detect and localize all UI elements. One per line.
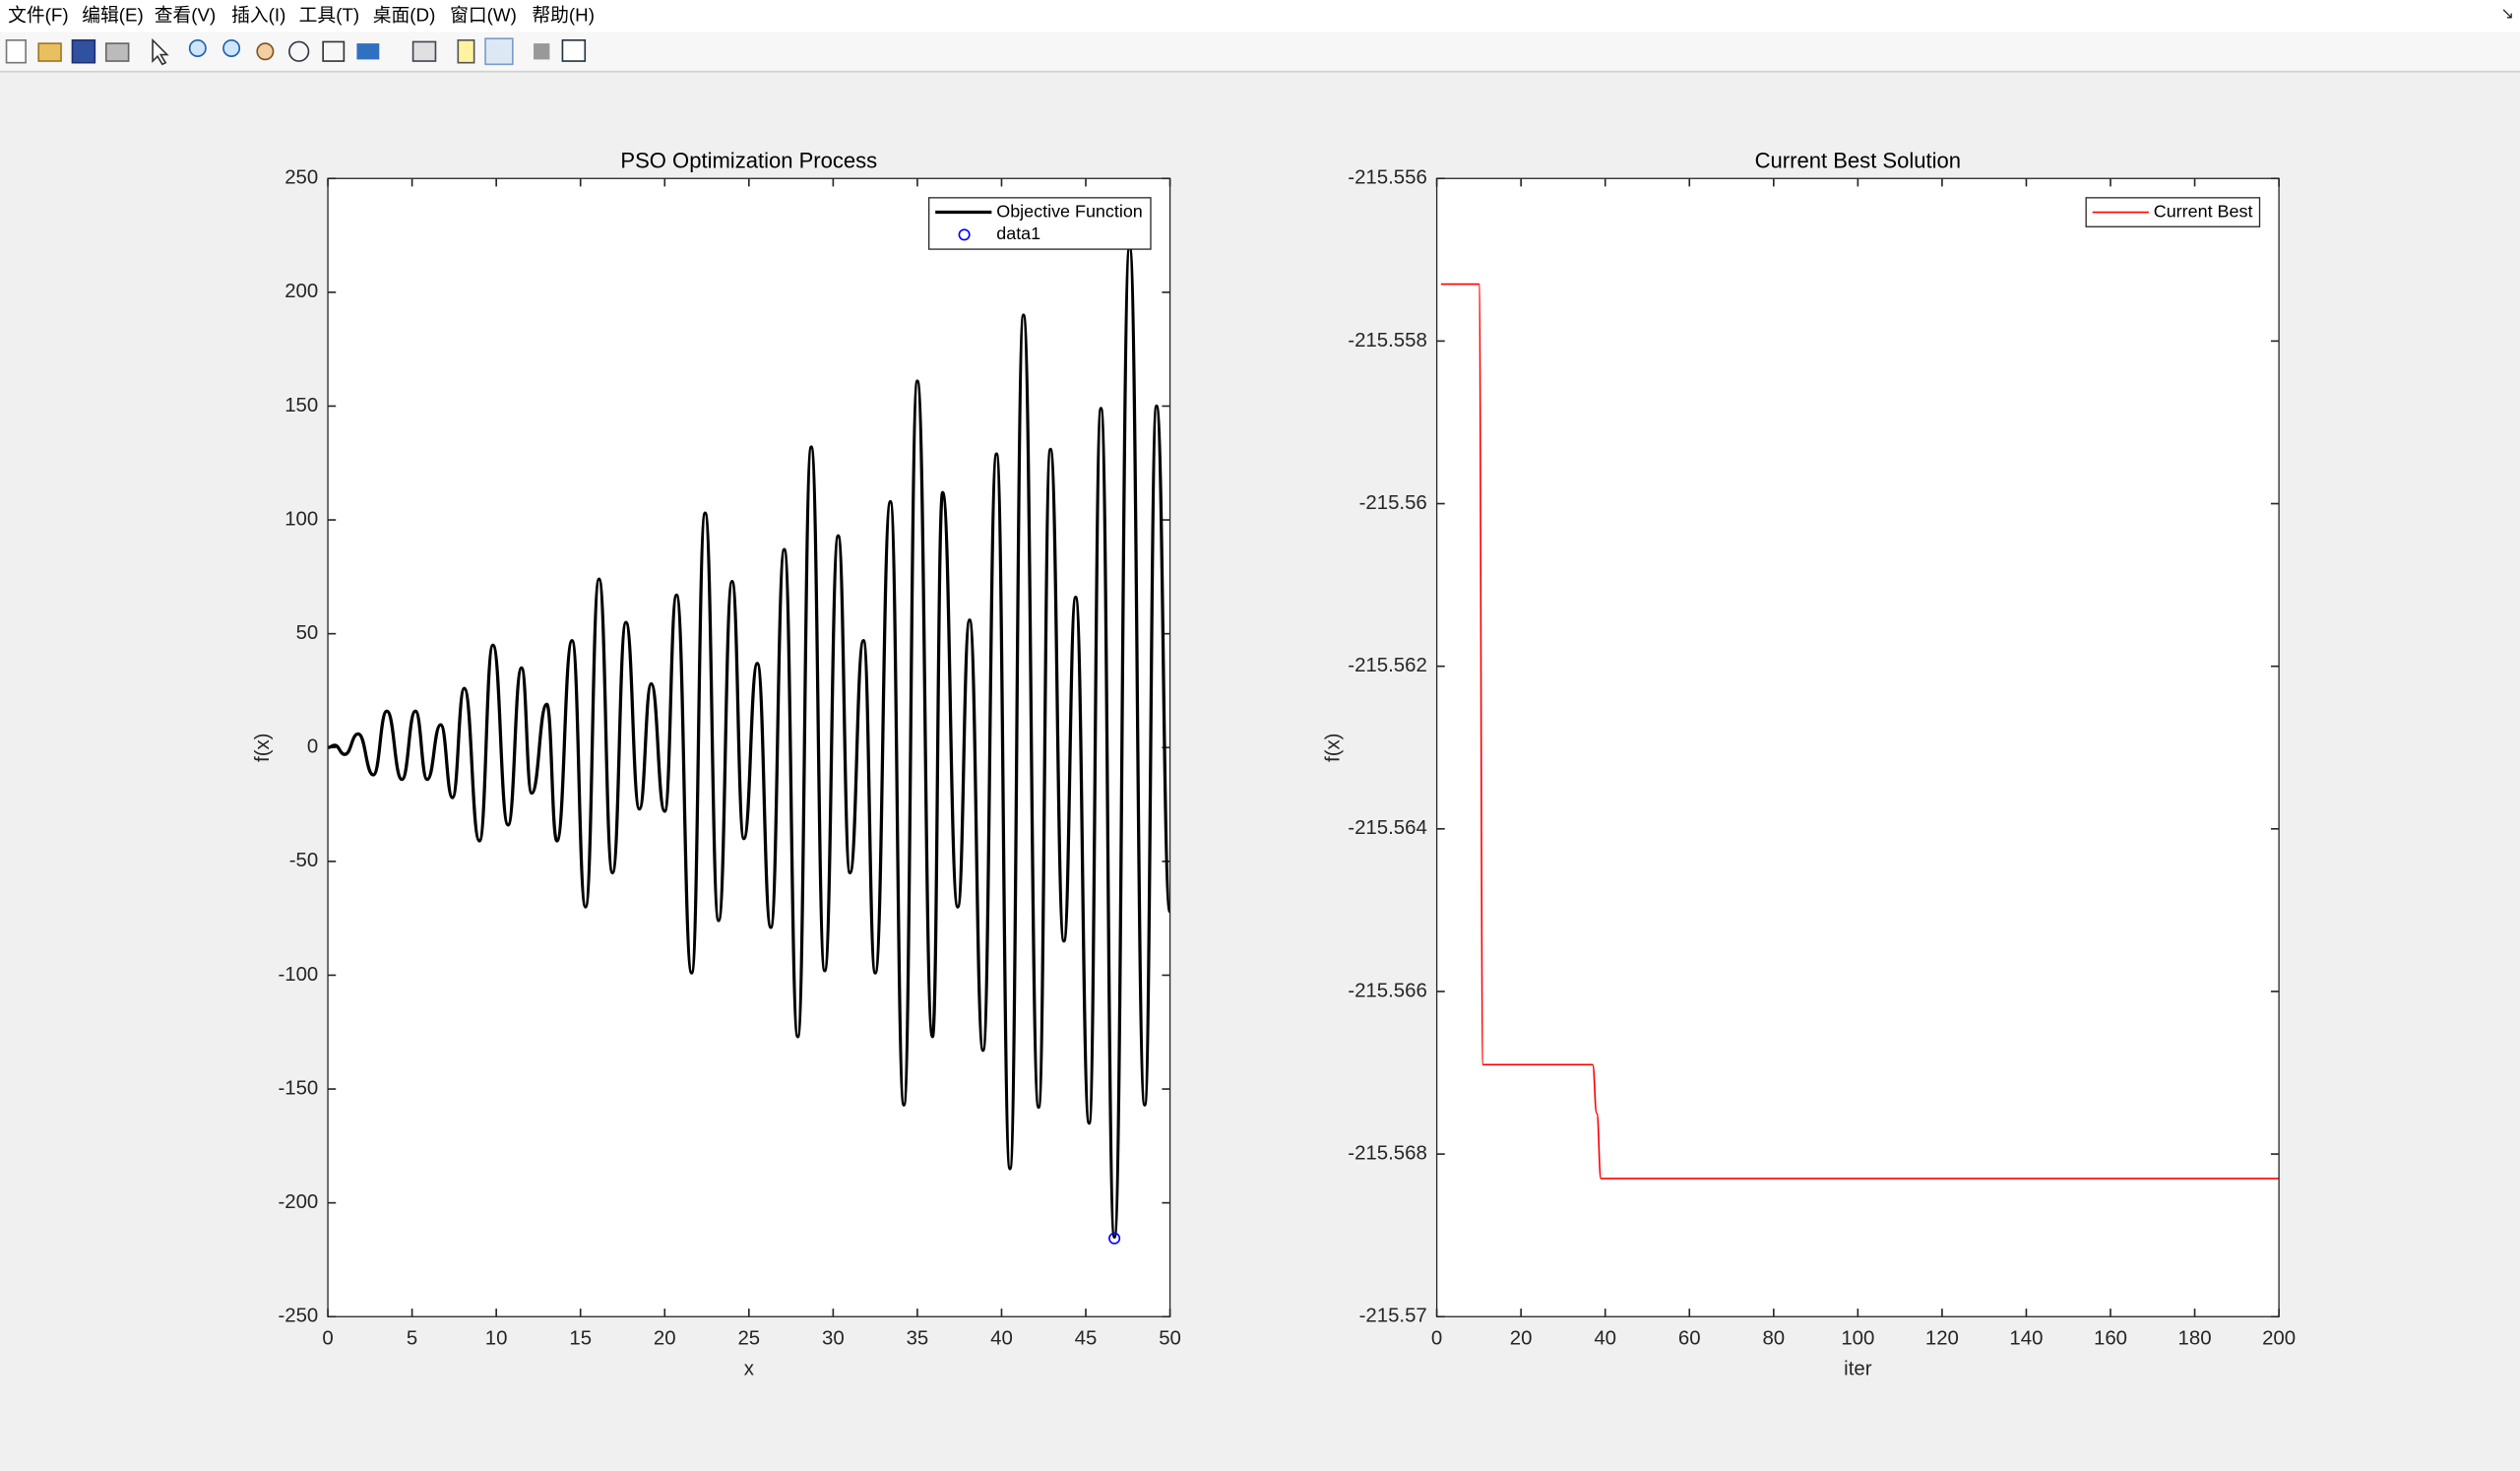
- menu-bar: [0, 0, 2520, 32]
- chart-title: PSO Optimization Process: [620, 149, 877, 173]
- y-tick-label: -215.562: [1348, 655, 1426, 676]
- menu-item[interactable]: 窗口(W): [450, 4, 517, 25]
- icon-print[interactable]: [104, 42, 130, 62]
- x-tick-label: 10: [485, 1328, 508, 1350]
- y-tick-label: 200: [284, 281, 318, 302]
- undock-arrow[interactable]: ↘: [2500, 5, 2514, 23]
- icon-legend[interactable]: [484, 37, 514, 66]
- chart-title: Current Best Solution: [1755, 149, 1961, 173]
- x-tick-label: 20: [654, 1328, 676, 1350]
- scatter-point: [1108, 1232, 1121, 1245]
- series-line: [1440, 283, 2280, 1180]
- x-tick-label: 25: [737, 1328, 760, 1350]
- y-tick-label: 100: [284, 508, 318, 530]
- plot-area: [1436, 178, 2280, 1317]
- y-tick-label: -200: [278, 1191, 318, 1213]
- icon-save[interactable]: [71, 39, 96, 64]
- icon-datatip[interactable]: [322, 40, 346, 62]
- icon-hide-tools[interactable]: [534, 43, 550, 60]
- legend-label: Objective Function: [996, 201, 1143, 221]
- toolbar-icons: [5, 37, 587, 66]
- y-tick-label: -215.566: [1348, 980, 1426, 1001]
- icon-pan[interactable]: [256, 42, 275, 61]
- x-tick-label: 140: [2009, 1328, 2043, 1350]
- x-tick-label: 180: [2178, 1328, 2212, 1350]
- x-tick-label: 40: [990, 1328, 1013, 1350]
- y-tick-label: -215.564: [1348, 817, 1426, 839]
- menu-item[interactable]: 桌面(D): [373, 4, 436, 25]
- x-tick-label: 0: [322, 1328, 333, 1350]
- y-tick-label: 50: [296, 622, 319, 644]
- icon-zoom-in[interactable]: [188, 39, 207, 57]
- x-tick-label: 160: [2094, 1328, 2127, 1350]
- x-axis-label: iter: [1844, 1359, 1872, 1380]
- icon-colorbar[interactable]: [457, 39, 475, 64]
- y-tick-label: 150: [284, 395, 318, 416]
- axes-box: [327, 177, 1171, 1317]
- menu-item[interactable]: 帮助(H): [532, 4, 595, 25]
- y-tick-label: 250: [284, 167, 318, 189]
- y-tick-label: -215.558: [1348, 330, 1426, 352]
- menu-item[interactable]: 工具(T): [299, 4, 359, 25]
- icon-zoom-out[interactable]: [222, 39, 241, 57]
- x-tick-label: 15: [569, 1328, 592, 1350]
- menu-item[interactable]: 文件(F): [8, 4, 68, 25]
- y-tick-label: -215.56: [1359, 492, 1427, 514]
- y-tick-label: -215.568: [1348, 1142, 1426, 1164]
- menu-item[interactable]: 插入(I): [231, 4, 285, 25]
- x-tick-label: 50: [1159, 1328, 1181, 1350]
- axes: 0 5 10 15 20 25 30 35 40 45 50 -250 -200 -150 -100 -50 0…: [252, 149, 1181, 1380]
- menu-item[interactable]: 编辑(E): [82, 4, 144, 25]
- y-axis-label: f(x): [1322, 734, 1344, 762]
- x-tick-label: 5: [407, 1328, 417, 1350]
- y-axis-label: f(x): [252, 734, 274, 762]
- legend-label: data1: [996, 224, 1040, 243]
- y-tick-label: -250: [278, 1306, 318, 1327]
- x-axis-label: x: [744, 1359, 754, 1380]
- x-tick-label: 100: [1841, 1328, 1874, 1350]
- plot-area: [328, 178, 1170, 1317]
- x-tick-label: 60: [1678, 1328, 1701, 1350]
- x-tick-label: 0: [1431, 1328, 1442, 1350]
- menu: 文件(F) 编辑(E) 查看(V) 插入(I) 工具(T) 桌面(D) 窗口(W) 帮助(H): [8, 4, 595, 25]
- axes: 0 20 40 60 80 100 120 140 160 180 200 -215.57 -215.5…: [1322, 149, 2296, 1380]
- icon-dock[interactable]: [561, 39, 587, 62]
- y-tick-label: 0: [307, 736, 318, 758]
- x-tick-label: 120: [1925, 1328, 1959, 1350]
- axes-box: [1435, 177, 2280, 1317]
- icon-rotate[interactable]: [288, 40, 310, 62]
- series-line: [327, 244, 1172, 1239]
- y-tick-label: -50: [289, 850, 318, 871]
- x-tick-label: 20: [1510, 1328, 1533, 1350]
- icon-link[interactable]: [411, 40, 437, 62]
- icon-open[interactable]: [37, 42, 62, 62]
- y-tick-label: -100: [278, 964, 318, 986]
- y-tick-label: -215.556: [1348, 167, 1426, 189]
- x-tick-label: 30: [822, 1328, 845, 1350]
- y-tick-label: -150: [278, 1077, 318, 1099]
- menu-item[interactable]: 查看(V): [155, 4, 217, 25]
- legend-swatch: [958, 228, 971, 241]
- legend-label: Current Best: [2154, 201, 2253, 221]
- icon-pointer[interactable]: [152, 37, 169, 66]
- legend-box: [928, 197, 1152, 250]
- x-tick-label: 80: [1762, 1328, 1785, 1350]
- x-tick-label: 35: [907, 1328, 929, 1350]
- x-tick-label: 40: [1594, 1328, 1616, 1350]
- x-tick-label: 200: [2262, 1328, 2296, 1350]
- icon-new[interactable]: [5, 39, 27, 64]
- icon-brush[interactable]: [356, 43, 380, 60]
- x-tick-label: 45: [1075, 1328, 1098, 1350]
- y-tick-label: -215.57: [1359, 1306, 1427, 1327]
